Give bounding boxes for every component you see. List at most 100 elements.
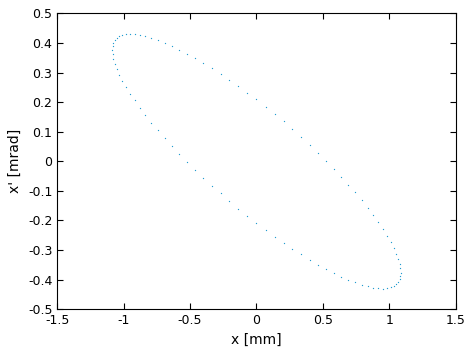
Point: [118, 32, 126, 38]
Point: [136, 32, 144, 38]
Point: [226, 198, 233, 204]
Point: [369, 212, 377, 218]
Point: [147, 35, 155, 41]
Point: [154, 37, 162, 43]
Point: [394, 256, 402, 262]
Point: [322, 158, 330, 164]
Point: [109, 47, 116, 53]
Point: [154, 127, 162, 133]
Point: [200, 175, 207, 181]
Point: [397, 270, 404, 275]
Point: [113, 36, 120, 41]
Point: [109, 51, 116, 57]
Point: [235, 83, 242, 89]
Point: [147, 120, 155, 125]
Point: [183, 159, 191, 165]
Point: [116, 34, 123, 39]
Point: [208, 183, 216, 189]
Point: [337, 274, 345, 279]
Point: [244, 90, 251, 95]
Point: [374, 219, 382, 225]
Point: [369, 285, 377, 290]
Point: [122, 32, 130, 37]
Point: [191, 55, 199, 61]
Point: [191, 167, 199, 173]
Point: [280, 240, 287, 246]
Point: [217, 71, 224, 77]
Point: [175, 151, 183, 157]
Point: [364, 284, 372, 289]
Point: [109, 56, 117, 61]
Point: [183, 51, 191, 56]
Point: [379, 286, 387, 291]
Point: [142, 33, 149, 39]
Point: [116, 72, 123, 77]
Point: [396, 261, 403, 267]
Point: [314, 262, 322, 267]
Point: [358, 197, 365, 203]
Point: [392, 251, 400, 257]
Point: [289, 126, 296, 132]
Point: [262, 227, 269, 233]
Point: [235, 206, 242, 212]
Point: [364, 205, 372, 211]
Point: [306, 257, 313, 263]
Point: [244, 213, 251, 219]
Point: [142, 112, 149, 118]
Point: [330, 166, 337, 171]
Point: [397, 273, 404, 279]
Point: [345, 182, 352, 187]
Point: [306, 142, 313, 148]
Point: [226, 77, 233, 83]
Point: [390, 283, 398, 289]
Point: [351, 190, 359, 195]
Point: [161, 40, 168, 45]
Point: [262, 104, 269, 109]
Point: [111, 61, 118, 66]
Point: [271, 111, 278, 117]
Point: [374, 285, 382, 291]
Point: [271, 234, 278, 239]
Point: [387, 285, 394, 290]
Point: [118, 78, 126, 83]
Point: [345, 277, 352, 283]
Point: [109, 44, 116, 49]
Point: [175, 47, 183, 52]
Point: [113, 66, 120, 72]
X-axis label: x [mm]: x [mm]: [231, 333, 282, 347]
Point: [217, 191, 224, 196]
Point: [322, 266, 330, 272]
Point: [208, 65, 216, 71]
Point: [392, 282, 400, 287]
Point: [383, 233, 391, 239]
Point: [351, 280, 359, 285]
Point: [330, 270, 337, 276]
Point: [200, 60, 207, 66]
Point: [253, 220, 260, 226]
Point: [131, 98, 138, 103]
Point: [394, 279, 402, 285]
Point: [314, 150, 322, 155]
Point: [131, 32, 138, 37]
Point: [387, 239, 394, 245]
Point: [337, 174, 345, 180]
Point: [126, 31, 134, 37]
Point: [168, 143, 175, 149]
Point: [253, 97, 260, 102]
Point: [383, 285, 391, 291]
Point: [126, 91, 134, 97]
Point: [289, 246, 296, 252]
Point: [390, 245, 398, 251]
Point: [297, 252, 305, 257]
Point: [168, 43, 175, 49]
Point: [358, 282, 365, 288]
Point: [122, 84, 130, 90]
Point: [297, 134, 305, 140]
Point: [280, 119, 287, 124]
Point: [111, 38, 118, 43]
Point: [109, 40, 117, 46]
Point: [379, 226, 387, 232]
Point: [161, 135, 168, 141]
Point: [397, 266, 404, 271]
Point: [396, 277, 403, 282]
